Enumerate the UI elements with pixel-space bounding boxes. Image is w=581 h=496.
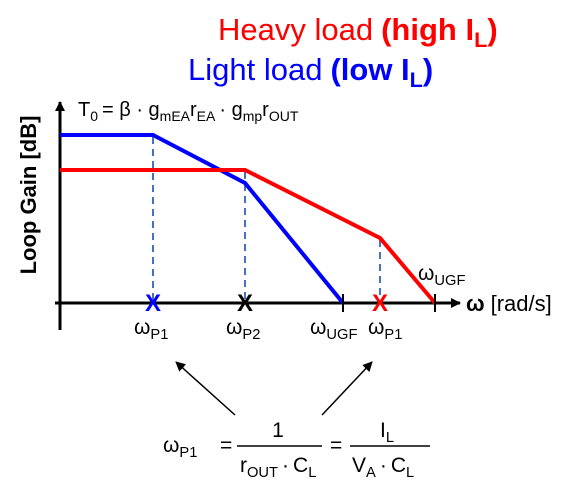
t: · (380, 454, 387, 477)
formula-den: VA · CL (352, 454, 414, 481)
heavy-load-curve (60, 168, 437, 305)
freq-label: ωUGF (310, 316, 357, 343)
t: 0 (90, 108, 98, 124)
t: L (386, 430, 394, 446)
formula-num: IL (380, 419, 394, 446)
t: · g (219, 99, 242, 121)
arrow (175, 361, 236, 416)
t: L (406, 465, 414, 481)
freq-label: ωP1 (368, 316, 402, 343)
t: r (190, 99, 197, 121)
legend-text: Light load (188, 52, 322, 87)
pole-marker: X (372, 290, 388, 317)
pole-marker: X (145, 290, 161, 317)
formula-den: rOUT · CL (240, 454, 316, 481)
pole-marker: X (237, 290, 253, 317)
legend-emphasis: (high I (381, 12, 474, 47)
freq-label: ωP2 (226, 316, 260, 343)
t: C (391, 454, 406, 477)
t: T (78, 99, 90, 121)
legend-close: ) (487, 12, 497, 47)
t: EA (197, 108, 216, 124)
t: OUT (247, 465, 278, 481)
legend-sub: L (474, 27, 487, 52)
light-load-curve (60, 133, 345, 305)
freq-label: ωUGF (418, 262, 465, 289)
formula: ωP1 = 1 rOUT · CL = IL VA · CL (163, 419, 430, 481)
arrow (321, 361, 373, 416)
t: ω (310, 316, 326, 339)
t: P1 (150, 327, 168, 343)
t: ω (368, 316, 384, 339)
legend-emphasis: (low I (330, 52, 409, 87)
y-axis-label: Loop Gain [dB] (16, 116, 41, 275)
legend-text: Heavy load (218, 12, 373, 47)
t: ω (418, 262, 434, 285)
t: · (282, 454, 289, 477)
t: P2 (242, 327, 260, 343)
legend-light: Light load (low IL) (188, 52, 433, 92)
t: mEA (160, 108, 191, 124)
x-axis-unit: [rad/s] (491, 291, 552, 316)
t: A (366, 465, 376, 481)
t: V (352, 454, 366, 477)
t: I (380, 419, 386, 442)
t: r (262, 99, 269, 121)
guides (152, 137, 381, 300)
t: P1 (179, 445, 197, 461)
formula-lhs: ωP1 (163, 434, 197, 461)
t: P1 (384, 327, 402, 343)
t: = β · g (102, 99, 160, 121)
t: UGF (326, 327, 357, 343)
t: mp (243, 108, 263, 124)
x-axis-symbol: ω (466, 291, 485, 316)
legend-heavy: Heavy load (high IL) (218, 12, 498, 52)
t: OUT (269, 108, 299, 124)
freq-label: ωP1 (134, 316, 168, 343)
dc-gain: T0 = β · gmEArEA · gmprOUT (78, 99, 299, 124)
t: UGF (434, 273, 465, 289)
t: r (240, 454, 247, 477)
formula-num: 1 (272, 419, 284, 442)
legend-close: ) (423, 52, 433, 87)
x-axis-label: ω [rad/s] (466, 291, 552, 316)
t: ω (226, 316, 242, 339)
formula-eq: = (330, 434, 342, 457)
legend-sub: L (410, 67, 423, 92)
formula-eq: = (220, 434, 232, 457)
t: L (308, 465, 316, 481)
t: C (293, 454, 308, 477)
t: ω (163, 434, 179, 457)
t: ω (134, 316, 150, 339)
